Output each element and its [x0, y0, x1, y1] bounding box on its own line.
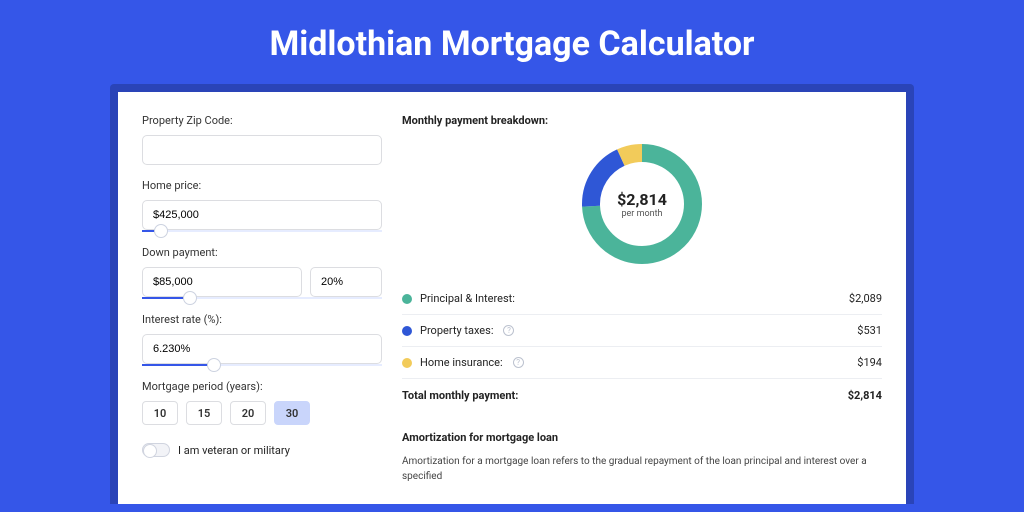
amortization-title: Amortization for mortgage loan: [402, 431, 882, 444]
field-home-price: Home price:: [142, 179, 382, 232]
field-down-payment: Down payment:: [142, 246, 382, 299]
interest-rate-label: Interest rate (%):: [142, 313, 382, 326]
breakdown-row-total: Total monthly payment: $2,814: [402, 379, 882, 411]
amortization-text: Amortization for a mortgage loan refers …: [402, 454, 882, 484]
mortgage-period-label: Mortgage period (years):: [142, 380, 382, 393]
zip-label: Property Zip Code:: [142, 114, 382, 127]
down-payment-slider[interactable]: [142, 297, 382, 299]
breakdown-column: Monthly payment breakdown: $2,814 per mo…: [402, 114, 882, 504]
veteran-toggle[interactable]: [142, 443, 170, 457]
home-price-label: Home price:: [142, 179, 382, 192]
period-option-30[interactable]: 30: [274, 401, 310, 425]
breakdown-row-insurance: Home insurance: ? $194: [402, 347, 882, 379]
period-option-10[interactable]: 10: [142, 401, 178, 425]
down-payment-label: Down payment:: [142, 246, 382, 259]
panel-band: Property Zip Code: Home price: Down paym…: [110, 84, 914, 504]
home-price-input[interactable]: [142, 200, 382, 230]
zip-input[interactable]: [142, 135, 382, 165]
interest-rate-input[interactable]: [142, 334, 382, 364]
field-interest-rate: Interest rate (%):: [142, 313, 382, 366]
slider-thumb[interactable]: [207, 358, 221, 372]
period-option-15[interactable]: 15: [186, 401, 222, 425]
breakdown-value: $2,089: [849, 292, 882, 305]
breakdown-value: $194: [857, 356, 882, 369]
donut-chart-wrap: $2,814 per month: [402, 143, 882, 265]
donut-chart: $2,814 per month: [581, 143, 703, 265]
info-icon[interactable]: ?: [513, 357, 524, 368]
field-zip: Property Zip Code:: [142, 114, 382, 165]
down-payment-percent-input[interactable]: [310, 267, 382, 297]
breakdown-label: Property taxes:: [420, 324, 493, 337]
veteran-label: I am veteran or military: [178, 444, 290, 457]
dot-icon: [402, 326, 412, 336]
breakdown-label: Home insurance:: [420, 356, 503, 369]
donut-sub: per month: [621, 209, 662, 219]
interest-rate-slider[interactable]: [142, 364, 382, 366]
donut-center: $2,814 per month: [581, 143, 703, 265]
breakdown-title: Monthly payment breakdown:: [402, 114, 882, 127]
calculator-panel: Property Zip Code: Home price: Down paym…: [118, 92, 906, 504]
breakdown-row-taxes: Property taxes: ? $531: [402, 315, 882, 347]
dot-icon: [402, 358, 412, 368]
page-title: Midlothian Mortgage Calculator: [0, 0, 1024, 84]
slider-thumb[interactable]: [154, 224, 168, 238]
breakdown-label: Principal & Interest:: [420, 292, 515, 305]
slider-thumb[interactable]: [183, 291, 197, 305]
total-value: $2,814: [848, 389, 882, 402]
period-option-20[interactable]: 20: [230, 401, 266, 425]
donut-amount: $2,814: [617, 190, 667, 209]
down-payment-amount-input[interactable]: [142, 267, 302, 297]
home-price-slider[interactable]: [142, 230, 382, 232]
breakdown-row-principal: Principal & Interest: $2,089: [402, 283, 882, 315]
total-label: Total monthly payment:: [402, 389, 518, 402]
dot-icon: [402, 294, 412, 304]
info-icon[interactable]: ?: [503, 325, 514, 336]
veteran-toggle-row: I am veteran or military: [142, 443, 382, 457]
breakdown-value: $531: [857, 324, 882, 337]
form-column: Property Zip Code: Home price: Down paym…: [142, 114, 382, 504]
field-mortgage-period: Mortgage period (years): 10 15 20 30: [142, 380, 382, 425]
